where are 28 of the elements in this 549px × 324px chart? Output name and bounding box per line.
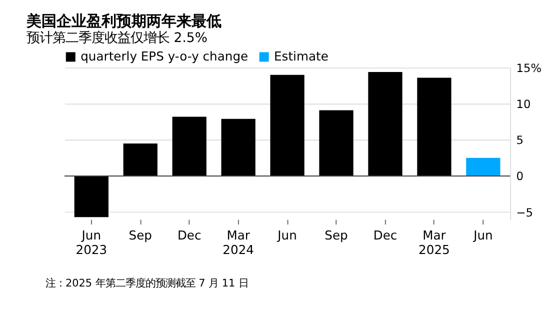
y-tick-label: −5 <box>516 205 534 220</box>
x-tick-label: Dec <box>177 228 202 243</box>
bar <box>172 116 206 176</box>
y-tick-label: 10 <box>516 97 531 111</box>
bar <box>368 72 402 176</box>
y-tick-label: 5 <box>516 133 524 148</box>
chart-title: 美国企业盈利预期两年来最低 <box>26 12 222 30</box>
chart-subtitle: 预计第二季度收益仅增长 2.5% <box>26 30 208 46</box>
bar <box>74 176 108 218</box>
x-tick-label: Jun 2023 <box>76 228 108 257</box>
y-tick-label: 15% <box>516 60 542 75</box>
x-tick-label: Dec <box>373 228 398 243</box>
x-tick-label: Mar 2025 <box>418 228 450 257</box>
legend-label: quarterly EPS y-o-y change <box>80 50 248 64</box>
bar <box>270 74 304 176</box>
x-tick-label: Sep <box>128 228 152 243</box>
bar <box>123 143 158 176</box>
x-tick-label: Jun <box>276 228 297 243</box>
x-tick-label: Mar 2024 <box>222 228 254 257</box>
y-tick-label: 0 <box>516 169 524 184</box>
text: 注：2025 年第二季度的预测截至 7 月 11 日 <box>46 278 248 290</box>
x-tick-label: Jun <box>472 228 493 243</box>
bar <box>417 78 452 176</box>
bar <box>466 158 500 176</box>
x-tick-label: Sep <box>324 228 348 243</box>
bar <box>319 110 354 176</box>
legend-label: Estimate <box>274 50 328 64</box>
bar <box>221 118 256 176</box>
